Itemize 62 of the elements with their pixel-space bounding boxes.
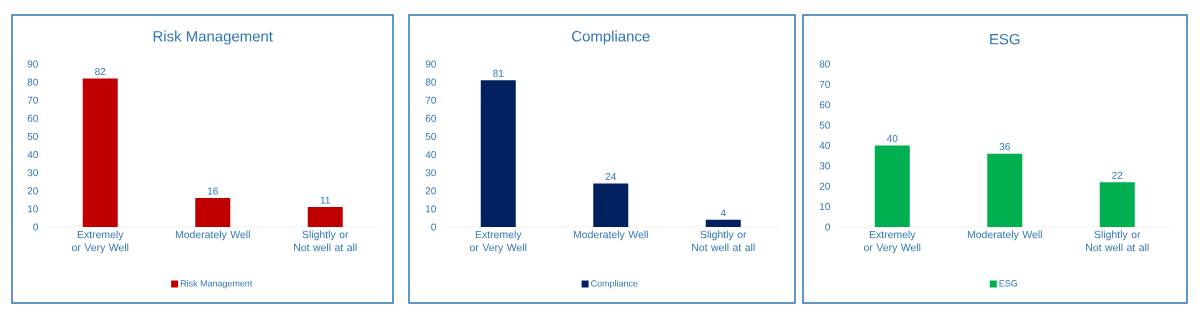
y-tick-label: 80	[27, 78, 38, 86]
chart-title: Compliance	[572, 30, 650, 45]
bar	[874, 145, 910, 227]
x-tick-label: Extremely or Very Well	[470, 230, 527, 254]
y-tick-label: 60	[425, 114, 436, 122]
legend-label: Risk Management	[180, 280, 253, 289]
y-tick-label: 50	[425, 132, 436, 140]
y-tick-label: 0	[33, 223, 38, 231]
y-tick-label: 40	[425, 151, 436, 159]
bar	[480, 80, 516, 227]
y-tick-label: 20	[819, 182, 830, 190]
y-tick-label: 0	[825, 223, 830, 231]
x-tick-label: Moderately Well	[175, 230, 250, 241]
data-label: 4	[720, 209, 726, 217]
y-tick-label: 40	[819, 141, 830, 150]
x-tick-label: Slightly or Not well at all	[692, 230, 755, 252]
chart-title: Risk Management	[153, 30, 273, 45]
y-tick-label: 90	[27, 60, 38, 68]
y-tick-label: 70	[27, 96, 38, 104]
y-tick-label: 10	[28, 205, 38, 213]
y-tick-label: 50	[819, 121, 830, 129]
y-tick-label: 70	[425, 96, 436, 104]
y-tick-label: 30	[425, 169, 436, 177]
x-tick-label: Slightly or Not well at all	[1086, 230, 1149, 252]
data-label: 82	[95, 67, 106, 75]
bar	[593, 183, 629, 227]
y-tick-label: 60	[819, 101, 830, 109]
y-tick-label: 20	[425, 187, 436, 195]
y-tick-label: 20	[27, 187, 38, 195]
y-tick-label: 40	[27, 151, 38, 159]
y-tick-label: 30	[27, 169, 38, 177]
x-tick-label: Moderately Well	[573, 230, 648, 241]
y-tick-label: 80	[425, 78, 436, 86]
data-label: 40	[886, 134, 898, 142]
y-tick-label: 80	[819, 60, 830, 68]
legend-label: Compliance	[591, 280, 638, 289]
y-tick-label: 90	[425, 60, 436, 68]
legend-label: ESG	[999, 280, 1018, 287]
bar	[705, 219, 741, 227]
y-tick-label: 70	[819, 80, 830, 88]
x-tick-label: Extremely or Very Well	[72, 230, 129, 254]
data-label: 81	[493, 69, 504, 77]
bar	[307, 207, 343, 227]
bar	[195, 198, 231, 227]
data-label: 36	[999, 143, 1010, 151]
data-label: 11	[320, 196, 330, 204]
y-tick-label: 30	[819, 162, 830, 170]
bar	[82, 78, 118, 227]
data-label: 16	[207, 187, 218, 195]
y-tick-label: 60	[27, 114, 38, 122]
x-tick-label: Slightly or Not well at all	[294, 230, 357, 252]
bar	[987, 153, 1023, 227]
x-tick-label: Moderately Well	[967, 230, 1042, 241]
bar	[1099, 182, 1135, 227]
chart-title: ESG	[990, 33, 1020, 45]
data-label: 22	[1112, 171, 1123, 179]
data-label: 24	[605, 173, 616, 181]
y-tick-label: 10	[820, 203, 830, 211]
y-tick-label: 0	[431, 223, 436, 231]
x-tick-label: Extremely or Very Well	[864, 230, 921, 254]
y-tick-label: 10	[426, 205, 436, 213]
y-tick-label: 50	[27, 132, 38, 140]
